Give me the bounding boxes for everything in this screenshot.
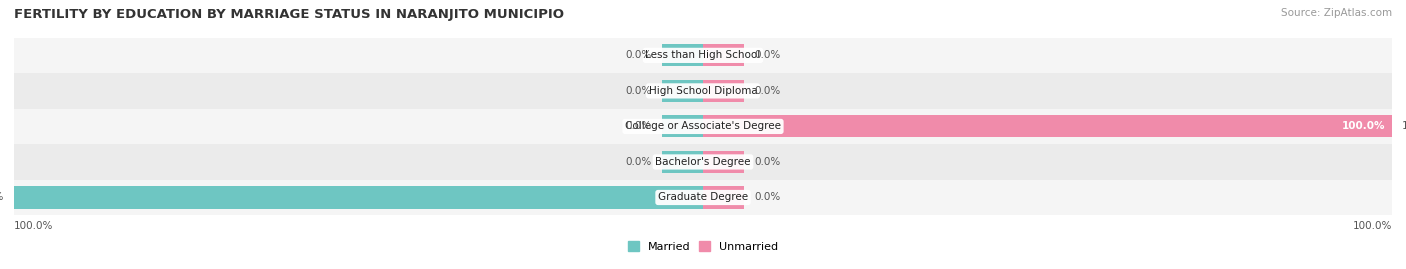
- Text: 0.0%: 0.0%: [626, 121, 651, 132]
- Text: Less than High School: Less than High School: [645, 50, 761, 60]
- Bar: [703, 115, 1392, 137]
- Legend: Married, Unmarried: Married, Unmarried: [623, 237, 783, 256]
- Bar: [14, 144, 1392, 180]
- Text: 100.0%: 100.0%: [1341, 121, 1385, 132]
- Text: 0.0%: 0.0%: [755, 86, 780, 96]
- Text: Bachelor's Degree: Bachelor's Degree: [655, 157, 751, 167]
- Text: 0.0%: 0.0%: [755, 193, 780, 203]
- Text: 0.0%: 0.0%: [626, 50, 651, 60]
- Bar: [703, 115, 744, 137]
- Bar: [662, 80, 703, 102]
- Text: Graduate Degree: Graduate Degree: [658, 193, 748, 203]
- Text: 0.0%: 0.0%: [626, 86, 651, 96]
- Text: College or Associate's Degree: College or Associate's Degree: [626, 121, 780, 132]
- Text: 0.0%: 0.0%: [755, 50, 780, 60]
- Text: 100.0%: 100.0%: [1353, 221, 1392, 231]
- Bar: [662, 115, 703, 137]
- Text: FERTILITY BY EDUCATION BY MARRIAGE STATUS IN NARANJITO MUNICIPIO: FERTILITY BY EDUCATION BY MARRIAGE STATU…: [14, 8, 564, 21]
- Bar: [703, 44, 744, 66]
- Bar: [14, 38, 1392, 73]
- Bar: [703, 186, 744, 208]
- Text: Source: ZipAtlas.com: Source: ZipAtlas.com: [1281, 8, 1392, 18]
- Bar: [14, 186, 703, 208]
- Bar: [14, 109, 1392, 144]
- Bar: [662, 186, 703, 208]
- Text: 100.0%: 100.0%: [14, 221, 53, 231]
- Bar: [662, 151, 703, 173]
- Bar: [14, 73, 1392, 109]
- Text: 100.0%: 100.0%: [0, 193, 4, 203]
- Text: High School Diploma: High School Diploma: [648, 86, 758, 96]
- Bar: [703, 151, 744, 173]
- Bar: [662, 44, 703, 66]
- Text: 100.0%: 100.0%: [1402, 121, 1406, 132]
- Bar: [703, 80, 744, 102]
- Bar: [14, 180, 1392, 215]
- Text: 0.0%: 0.0%: [626, 157, 651, 167]
- Text: 0.0%: 0.0%: [755, 157, 780, 167]
